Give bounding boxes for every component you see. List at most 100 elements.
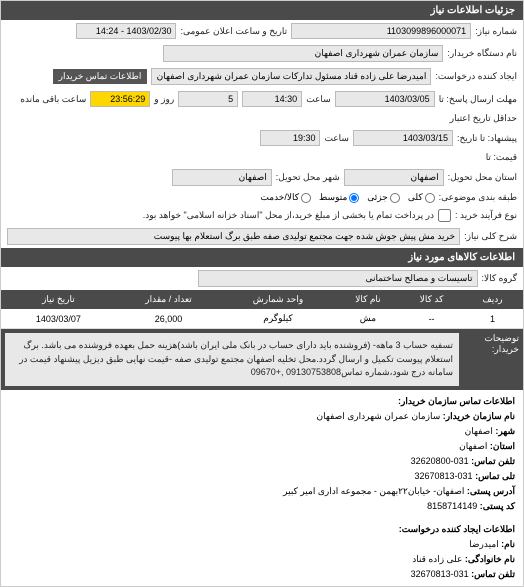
req-phone-value: 031-32670813 bbox=[411, 569, 469, 579]
delivery-city-label: شهر محل تحویل: bbox=[276, 172, 340, 183]
remaining-time-field: 23:56:29 bbox=[90, 91, 150, 107]
time-label-1: ساعت bbox=[306, 94, 331, 105]
number-field: 1103099896000071 bbox=[291, 23, 471, 39]
delivery-province-label: استان محل تحویل: bbox=[448, 172, 517, 183]
province-value: اصفهان bbox=[459, 441, 487, 451]
time-label-2: ساعت bbox=[324, 133, 349, 144]
creator-field: امیدرضا علی زاده قناد مسئول تدارکات سازم… bbox=[151, 68, 431, 85]
process-label: نوع فرآیند خرید : bbox=[455, 210, 517, 221]
page-header: جزئیات اطلاعات نیاز bbox=[1, 1, 523, 20]
group-label: گروه کالا: bbox=[482, 273, 517, 284]
requester-section: اطلاعات ایجاد کننده درخواست: نام: امیدرض… bbox=[1, 518, 523, 586]
radio-goods[interactable]: کالا/خدمت bbox=[260, 192, 311, 203]
city-line: شهر: اصفهان bbox=[9, 424, 515, 439]
city-value: اصفهان bbox=[465, 426, 493, 436]
req-surname-value: علی زاده قناد bbox=[412, 554, 462, 564]
buyer-desc-text: تسفیه حساب 3 ماهه- (فروشنده باید دارای ح… bbox=[5, 333, 459, 386]
group-field: تاسیسات و مصالح ساختمانی bbox=[198, 270, 478, 287]
fax-line: تلی تماس: 031-32670813 bbox=[9, 469, 515, 484]
creator-label: ایجاد کننده درخواست: bbox=[435, 71, 517, 82]
main-container: جزئیات اطلاعات نیاز شماره نیاز: 11030998… bbox=[0, 0, 524, 587]
city-label: شهر: bbox=[495, 426, 515, 436]
province-line: استان: اصفهان bbox=[9, 439, 515, 454]
goods-header: اطلاعات کالاهای مورد نیاز bbox=[1, 248, 523, 267]
buyer-label: نام دستگاه خریدار: bbox=[447, 48, 517, 59]
response-row: مهلت ارسال پاسخ: تا 1403/03/05 ساعت 14:3… bbox=[1, 88, 523, 110]
validity-date-field: 1403/03/15 bbox=[353, 130, 453, 146]
buyer-desc-row: توضیحات خریدار: تسفیه حساب 3 ماهه- (فروش… bbox=[1, 329, 523, 390]
req-phone-line: تلفن تماس: 031-32670813 bbox=[9, 567, 515, 582]
contact-button[interactable]: اطلاعات تماس خریدار bbox=[53, 69, 148, 84]
address-line: آدرس پستی: اصفهان- خیابان۲۲بهمن - مجموعه… bbox=[9, 484, 515, 499]
category-label: طبقه بندی موضوعی: bbox=[439, 192, 517, 203]
remaining-label: روز و bbox=[154, 94, 174, 105]
date-field: 1403/02/30 - 14:24 bbox=[76, 23, 176, 39]
fax-value: 031-32670813 bbox=[414, 471, 472, 481]
buyer-field: سازمان عمران شهرداری اصفهان bbox=[163, 45, 443, 62]
date-label: تاریخ و ساعت اعلان عمومی: bbox=[180, 26, 287, 37]
radio-partial-label: جزئی bbox=[367, 192, 388, 203]
table-row: 1 -- مش کیلوگرم 26,000 1403/03/07 bbox=[1, 309, 523, 329]
address-value: اصفهان- خیابان۲۲بهمن - مجموعه اداری امیر… bbox=[283, 486, 464, 496]
response-label: مهلت ارسال پاسخ: تا bbox=[439, 94, 517, 105]
delivery-city-field: اصفهان bbox=[172, 169, 272, 186]
remaining-suffix: ساعت باقی مانده bbox=[20, 94, 86, 105]
number-label: شماره نیاز: bbox=[475, 26, 517, 37]
response-time-field: 14:30 bbox=[242, 91, 302, 107]
td-4: 26,000 bbox=[116, 309, 221, 329]
category-radio-group: کلی جزئی متوسط کالا/خدمت bbox=[260, 192, 434, 203]
th-2: نام کالا bbox=[335, 290, 401, 309]
validity-row: حداقل تاریخ اعتبار bbox=[1, 110, 523, 127]
postal-label: کد پستی: bbox=[480, 501, 515, 511]
org-label: نام سازمان خریدار: bbox=[443, 411, 515, 421]
description-field: خرید مش پیش جوش شده جهت مجتمع تولیدی صفه… bbox=[7, 228, 460, 245]
delivery-province-field: اصفهان bbox=[344, 169, 444, 186]
req-name-label: نام: bbox=[501, 539, 515, 549]
goods-table: ردیف کد کالا نام کالا واحد شمارش تعداد /… bbox=[1, 290, 523, 390]
table-header-row: ردیف کد کالا نام کالا واحد شمارش تعداد /… bbox=[1, 290, 523, 309]
org-line: نام سازمان خریدار: سازمان عمران شهرداری … bbox=[9, 409, 515, 424]
th-5: تاریخ نیاز bbox=[1, 290, 116, 309]
buyer-org-header: اطلاعات تماس سازمان خریدار: bbox=[9, 394, 515, 409]
price-row: قیمت: تا bbox=[1, 149, 523, 166]
description-row: شرح کلی نیاز: خرید مش پیش جوش شده جهت مج… bbox=[1, 225, 523, 248]
postal-value: 8158714149 bbox=[427, 501, 477, 511]
phone-label: تلفن تماس: bbox=[471, 456, 515, 466]
radio-all[interactable]: کلی bbox=[408, 192, 435, 203]
buyer-org-section: اطلاعات تماس سازمان خریدار: نام سازمان خ… bbox=[1, 390, 523, 518]
postal-line: کد پستی: 8158714149 bbox=[9, 499, 515, 514]
price-label: قیمت: تا bbox=[486, 152, 517, 163]
radio-partial[interactable]: جزئی bbox=[367, 192, 400, 203]
group-row: گروه کالا: تاسیسات و مصالح ساختمانی bbox=[1, 267, 523, 290]
validity-row-2: پیشنهاد: تا تاریخ: 1403/03/15 ساعت 19:30 bbox=[1, 127, 523, 149]
number-row: شماره نیاز: 1103099896000071 تاریخ و ساع… bbox=[1, 20, 523, 42]
remaining-days-field: 5 bbox=[178, 91, 238, 107]
th-3: واحد شمارش bbox=[221, 290, 335, 309]
creator-row: ایجاد کننده درخواست: امیدرضا علی زاده قن… bbox=[1, 65, 523, 88]
validity-sublabel: پیشنهاد: تا تاریخ: bbox=[457, 133, 517, 144]
phone-value: 031-32620800 bbox=[411, 456, 469, 466]
td-5: 1403/03/07 bbox=[1, 309, 116, 329]
radio-medium-label: متوسط bbox=[319, 192, 347, 203]
process-note: در پرداخت تمام یا بخشی از مبلغ خرید،از م… bbox=[143, 210, 434, 221]
td-2: مش bbox=[335, 309, 401, 329]
td-3: کیلوگرم bbox=[221, 309, 335, 329]
req-surname-line: نام خانوادگی: علی زاده قناد bbox=[9, 552, 515, 567]
response-date-field: 1403/03/05 bbox=[335, 91, 435, 107]
province-label: استان: bbox=[490, 441, 515, 451]
td-1: -- bbox=[401, 309, 462, 329]
address-label: آدرس پستی: bbox=[467, 486, 515, 496]
buyer-row: نام دستگاه خریدار: سازمان عمران شهرداری … bbox=[1, 42, 523, 65]
validity-time-field: 19:30 bbox=[260, 130, 320, 146]
process-checkbox[interactable] bbox=[438, 209, 451, 222]
th-4: تعداد / مقدار bbox=[116, 290, 221, 309]
req-phone-label: تلفن تماس: bbox=[471, 569, 515, 579]
org-value: سازمان عمران شهرداری اصفهان bbox=[317, 411, 441, 421]
radio-goods-label: کالا/خدمت bbox=[260, 192, 299, 203]
validity-label: حداقل تاریخ اعتبار bbox=[450, 113, 517, 124]
th-1: کد کالا bbox=[401, 290, 462, 309]
th-0: ردیف bbox=[462, 290, 523, 309]
fax-label: تلی تماس: bbox=[475, 471, 515, 481]
radio-medium[interactable]: متوسط bbox=[319, 192, 359, 203]
td-0: 1 bbox=[462, 309, 523, 329]
